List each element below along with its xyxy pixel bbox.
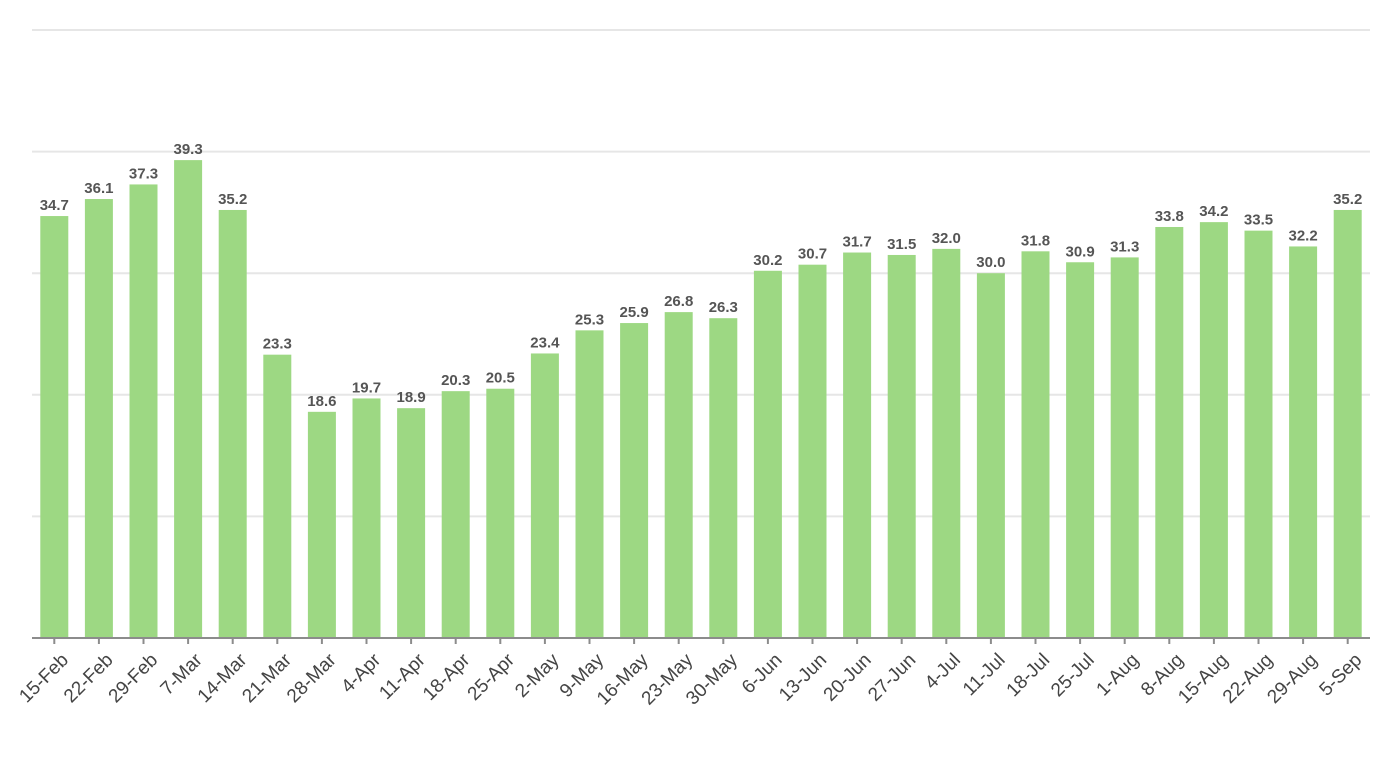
x-tick-label: 11-Apr bbox=[376, 649, 431, 704]
x-tick-label: 22-Feb bbox=[60, 650, 117, 707]
x-tick-label: 2-May bbox=[511, 649, 564, 702]
x-tick-label: 1-Aug bbox=[1093, 650, 1144, 701]
x-tick-label: 25-Jul bbox=[1047, 650, 1098, 701]
bar bbox=[129, 184, 158, 638]
data-label: 30.9 bbox=[1065, 243, 1094, 260]
bar bbox=[530, 353, 559, 638]
bar bbox=[84, 199, 113, 639]
bar bbox=[709, 318, 738, 638]
bar bbox=[1110, 257, 1139, 638]
bar bbox=[486, 388, 515, 638]
data-label: 35.2 bbox=[218, 191, 247, 208]
data-label: 30.0 bbox=[976, 254, 1005, 271]
bar bbox=[1199, 222, 1228, 639]
data-label: 33.5 bbox=[1244, 212, 1273, 229]
data-label: 18.6 bbox=[307, 393, 336, 410]
bar bbox=[887, 254, 916, 638]
bar bbox=[40, 216, 69, 638]
x-tick-label: 25-Apr bbox=[464, 649, 520, 705]
bar bbox=[932, 248, 961, 638]
data-label: 37.3 bbox=[129, 165, 158, 182]
bar bbox=[441, 391, 470, 638]
data-labels: 34.7 36.1 37.3 39.3 35.2 23.3 18.6 19.7 18.9 20.3… bbox=[40, 141, 1363, 410]
data-label: 39.3 bbox=[173, 141, 202, 158]
data-label: 30.2 bbox=[753, 252, 782, 269]
x-tick-label: 20-Jun bbox=[820, 650, 876, 706]
bar bbox=[307, 411, 336, 638]
x-tick-label: 11-Jul bbox=[959, 650, 1009, 700]
data-label: 32.0 bbox=[932, 230, 961, 247]
data-label: 34.2 bbox=[1199, 203, 1228, 220]
x-tick-label: 27-Jun bbox=[864, 650, 920, 706]
bar bbox=[1289, 246, 1318, 638]
data-label: 25.9 bbox=[619, 304, 648, 321]
x-tick-label: 21-Mar bbox=[238, 649, 296, 707]
bar bbox=[1066, 262, 1095, 638]
data-label: 19.7 bbox=[352, 379, 381, 396]
data-label: 25.3 bbox=[575, 311, 604, 328]
x-tick-label: 15-Feb bbox=[15, 650, 72, 707]
bar bbox=[174, 160, 203, 638]
data-label: 18.9 bbox=[396, 389, 425, 406]
bar bbox=[218, 209, 247, 638]
data-label: 20.3 bbox=[441, 372, 470, 389]
bar bbox=[1155, 226, 1184, 638]
data-label: 32.2 bbox=[1288, 227, 1317, 244]
x-tick-label: 4-Jul bbox=[921, 650, 965, 694]
x-tick-label: 28-Mar bbox=[283, 649, 341, 707]
bar bbox=[1333, 209, 1362, 638]
data-label: 31.5 bbox=[887, 236, 916, 253]
bar bbox=[620, 323, 649, 638]
x-tick-label: 14-Mar bbox=[194, 649, 252, 707]
x-tick-labels: 15-Feb22-Feb29-Feb7-Mar14-Mar21-Mar28-Ma… bbox=[15, 638, 1366, 709]
bar bbox=[976, 273, 1005, 638]
bar bbox=[664, 312, 693, 638]
bars bbox=[40, 160, 1362, 639]
x-tick-label: 18-Jul bbox=[1003, 650, 1054, 701]
data-label: 30.7 bbox=[798, 246, 827, 263]
x-tick-label: 13-Jun bbox=[775, 650, 831, 706]
data-label: 26.3 bbox=[709, 299, 738, 316]
x-tick-label: 18-Apr bbox=[419, 649, 475, 705]
bar bbox=[798, 264, 827, 638]
bar bbox=[1244, 230, 1273, 638]
data-label: 35.2 bbox=[1333, 191, 1362, 208]
data-label: 31.8 bbox=[1021, 232, 1050, 249]
data-label: 23.3 bbox=[263, 336, 292, 353]
x-tick-label: 29-Aug bbox=[1264, 650, 1322, 708]
bar bbox=[843, 252, 872, 638]
gridlines bbox=[32, 29, 1370, 518]
bar bbox=[397, 408, 426, 638]
bar bbox=[575, 330, 604, 638]
x-tick-label: 5-Sep bbox=[1316, 650, 1367, 701]
data-label: 33.8 bbox=[1155, 208, 1184, 225]
data-label: 36.1 bbox=[84, 180, 113, 197]
data-label: 20.5 bbox=[486, 370, 515, 387]
data-label: 26.8 bbox=[664, 293, 693, 310]
x-tick-label: 29-Feb bbox=[105, 650, 162, 707]
x-tick-label: 30-May bbox=[682, 649, 742, 709]
bar bbox=[352, 398, 381, 638]
data-label: 31.7 bbox=[842, 234, 871, 251]
data-label: 34.7 bbox=[40, 197, 69, 214]
bar bbox=[263, 354, 292, 638]
data-label: 23.4 bbox=[530, 334, 560, 351]
bar bbox=[1021, 251, 1050, 638]
bar bbox=[753, 270, 782, 638]
data-label: 31.3 bbox=[1110, 238, 1139, 255]
